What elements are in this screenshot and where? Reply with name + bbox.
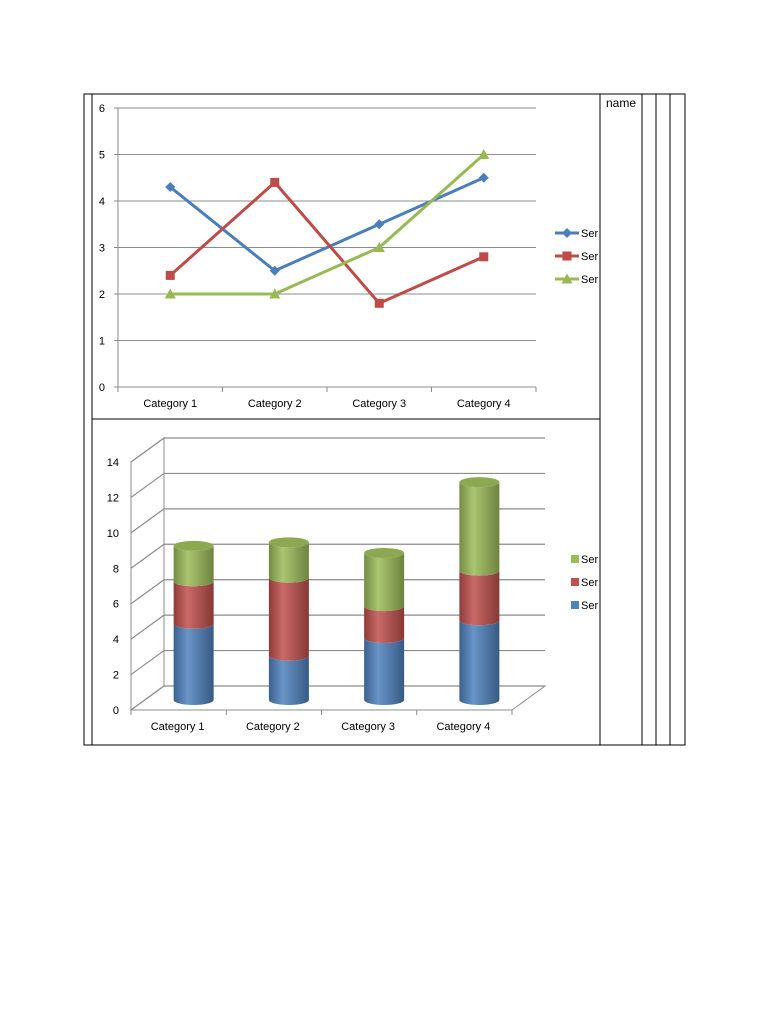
y-tick-label: 0 — [113, 705, 119, 717]
y-tick-label: 6 — [99, 103, 105, 115]
gridline — [130, 685, 545, 711]
data-point — [479, 252, 489, 262]
data-point — [478, 149, 490, 159]
bar-segment — [268, 655, 309, 705]
gridline — [130, 437, 545, 463]
y-tick-label: 2 — [113, 670, 119, 682]
side-wall — [130, 437, 165, 711]
bar-top — [459, 477, 500, 488]
y-tick-label: 6 — [113, 599, 119, 611]
bar-segment — [173, 623, 214, 705]
bar-top — [364, 547, 405, 558]
y-tick-label: 4 — [113, 634, 119, 646]
bar-segment — [268, 577, 309, 661]
y-tick-label: 12 — [107, 492, 119, 504]
gridline — [130, 614, 545, 640]
data-point — [270, 177, 280, 187]
bar-segment — [459, 482, 500, 576]
gridline — [130, 579, 545, 605]
data-point — [269, 288, 281, 299]
x-tick-label: Category 1 — [143, 398, 197, 410]
bar-segment — [459, 620, 500, 705]
gridline — [130, 649, 545, 676]
data-point — [374, 298, 384, 308]
bar-segment — [173, 581, 214, 629]
data-point — [561, 273, 573, 284]
data-point — [562, 228, 572, 238]
y-tick-label: 8 — [113, 563, 119, 575]
data-point — [478, 172, 489, 183]
x-tick-label: Category 3 — [341, 721, 395, 733]
bar-top — [268, 537, 309, 548]
bar-top — [173, 540, 214, 551]
data-point — [562, 251, 572, 261]
table-header-cell: name — [606, 96, 637, 110]
legend-label: Ser — [581, 274, 598, 286]
y-tick-label: 10 — [107, 528, 119, 540]
data-point — [373, 242, 385, 252]
legend-swatch — [571, 555, 579, 563]
data-point — [165, 270, 175, 280]
data-point — [374, 219, 385, 230]
data-point — [165, 182, 176, 193]
y-tick-label: 1 — [99, 336, 105, 348]
legend-label: Ser — [581, 228, 598, 240]
bar-segment — [364, 552, 405, 612]
legend-swatch — [571, 601, 579, 609]
x-tick-label: Category 4 — [457, 398, 511, 410]
bar-segment — [268, 542, 309, 583]
gridline — [130, 472, 545, 498]
y-tick-label: 5 — [99, 150, 105, 162]
x-tick-label: Category 1 — [151, 721, 205, 733]
x-tick-label: Category 2 — [248, 398, 302, 410]
data-point — [164, 288, 176, 299]
x-tick-label: Category 4 — [436, 721, 490, 733]
y-tick-label: 3 — [99, 243, 105, 255]
legend-label: Ser — [581, 600, 598, 612]
bar-segment — [364, 638, 405, 705]
gridline — [130, 543, 545, 569]
series-line — [170, 153, 485, 296]
x-tick-label: Category 3 — [352, 398, 406, 410]
series-line — [169, 180, 485, 305]
y-tick-label: 2 — [99, 289, 105, 301]
x-tick-label: Category 2 — [246, 721, 300, 733]
y-tick-label: 14 — [107, 457, 119, 469]
legend-swatch — [571, 578, 579, 586]
legend-label: Ser — [581, 251, 598, 263]
bar-segment — [364, 606, 405, 643]
y-tick-label: 0 — [99, 382, 105, 394]
y-tick-label: 4 — [99, 196, 105, 208]
legend-label: Ser — [581, 554, 598, 566]
data-point — [269, 265, 280, 276]
gridline — [130, 508, 545, 534]
bar-segment — [173, 545, 214, 587]
legend-label: Ser — [581, 577, 598, 589]
bar-segment — [459, 570, 500, 626]
